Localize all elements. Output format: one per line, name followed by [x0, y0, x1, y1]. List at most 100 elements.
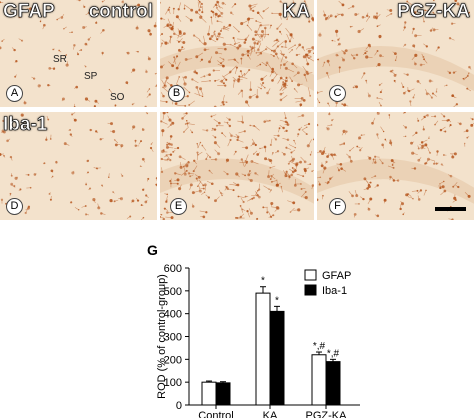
cell-process — [317, 97, 320, 103]
cell-process — [215, 4, 224, 9]
cell-process — [348, 191, 353, 197]
cell-process — [227, 59, 235, 61]
cell-process — [323, 10, 326, 16]
stained-cell — [297, 133, 300, 136]
cell-process — [425, 144, 429, 150]
cell-process — [3, 155, 6, 158]
y-tick-label: 300 — [164, 332, 182, 344]
cell-process — [279, 31, 283, 35]
cell-process — [332, 40, 336, 42]
cell-process — [70, 134, 73, 138]
stained-cell — [284, 172, 287, 175]
cell-process — [250, 5, 256, 10]
cell-process — [344, 131, 347, 135]
stained-cell — [189, 183, 193, 187]
cell-process — [259, 83, 266, 88]
stained-cell — [360, 134, 363, 136]
cell-process — [164, 193, 168, 195]
cell-process — [160, 100, 167, 103]
cell-process — [267, 211, 272, 218]
cell-process — [271, 152, 274, 156]
stained-cell — [184, 75, 188, 79]
y-tick-label: 400 — [164, 309, 182, 321]
cell-process — [410, 101, 412, 107]
cell-process — [400, 200, 403, 204]
cell-process — [229, 43, 238, 49]
stained-cell — [196, 151, 199, 154]
cell-process — [433, 12, 437, 17]
stained-cell — [119, 197, 123, 201]
cell-process — [25, 209, 28, 214]
cell-process — [83, 26, 87, 28]
cell-process — [286, 16, 289, 20]
stained-cell — [184, 104, 187, 107]
cell-process — [250, 47, 253, 56]
cell-process — [283, 170, 287, 176]
stained-cell — [319, 150, 322, 153]
cell-process — [267, 88, 271, 94]
cell-process — [374, 50, 378, 56]
cell-process — [257, 53, 262, 57]
stained-cell — [277, 134, 280, 137]
y-tick-label: 500 — [164, 286, 182, 298]
cell-process — [294, 88, 298, 93]
stained-cell — [255, 95, 259, 99]
cell-process — [160, 43, 163, 48]
cell-process — [359, 147, 363, 151]
cell-process — [385, 13, 392, 17]
cell-process — [168, 61, 173, 66]
cell-process — [407, 1, 413, 6]
cell-process — [295, 100, 305, 103]
cell-process — [425, 89, 428, 94]
stained-cell — [183, 82, 187, 86]
stained-cell — [266, 211, 269, 214]
cell-process — [269, 71, 273, 77]
cell-process — [409, 196, 414, 199]
stained-cell — [374, 155, 377, 158]
stained-cell — [340, 13, 344, 17]
pyramidal-layer-band — [317, 46, 474, 91]
cell-process — [338, 142, 345, 146]
cell-process — [168, 9, 171, 14]
stained-cell — [137, 50, 139, 53]
stained-cell — [404, 135, 407, 138]
cell-process — [417, 81, 422, 85]
pyramidal-layer-band — [160, 158, 314, 204]
cell-process — [58, 50, 62, 53]
significance-marker: * — [261, 276, 265, 287]
cell-process — [269, 25, 272, 29]
cell-process — [247, 25, 253, 31]
cell-process — [425, 159, 429, 164]
cell-process — [95, 131, 99, 134]
cell-process — [3, 120, 7, 123]
cell-process — [211, 33, 217, 37]
stained-cell — [339, 162, 343, 166]
cell-process — [279, 52, 287, 58]
cell-process — [402, 125, 407, 128]
cell-process — [430, 27, 433, 31]
cell-process — [289, 76, 293, 82]
stained-cell — [207, 32, 210, 36]
stained-cell — [214, 158, 218, 161]
micrograph-panel-e: E — [160, 112, 314, 220]
stained-cell — [20, 113, 24, 117]
cell-process — [455, 184, 459, 188]
cell-process — [187, 123, 195, 125]
cell-process — [61, 13, 65, 18]
cell-process — [223, 24, 231, 30]
stained-cell — [285, 146, 288, 149]
stained-cell — [202, 215, 206, 219]
stained-cell — [275, 183, 279, 187]
cell-process — [62, 54, 67, 57]
cell-process — [303, 196, 307, 198]
stained-cell — [295, 53, 299, 57]
bar-iba-1-pgz-ka — [325, 361, 341, 406]
y-tick-label: 0 — [176, 400, 182, 412]
cell-process — [74, 86, 77, 89]
cell-process — [211, 10, 215, 14]
cell-process — [176, 104, 186, 107]
stained-cell — [165, 200, 168, 202]
cell-process — [391, 160, 396, 164]
cell-process — [161, 18, 166, 20]
cell-process — [435, 47, 439, 52]
